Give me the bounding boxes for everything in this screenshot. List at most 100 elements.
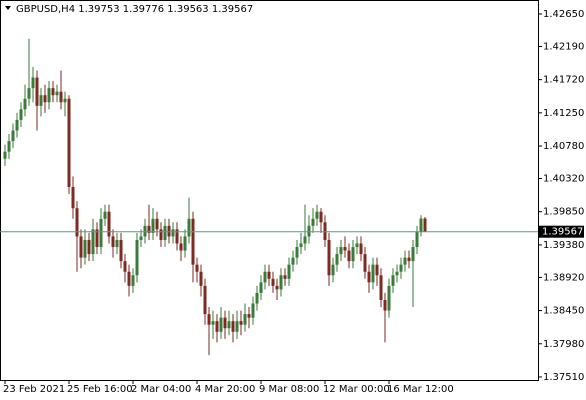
candle-body <box>239 321 243 325</box>
candle-body <box>27 88 31 99</box>
candle-body <box>407 257 411 262</box>
candle-body <box>23 98 27 110</box>
candle-body <box>423 218 427 232</box>
candle-body <box>191 218 195 265</box>
y-tick-label: 1.42190 <box>543 41 584 52</box>
candle-body <box>119 239 123 262</box>
candle-body <box>143 225 147 237</box>
candle-body <box>195 264 199 272</box>
candle-body <box>39 95 43 106</box>
x-tick-label: 12 Mar 00:00 <box>323 384 390 395</box>
candle-body <box>299 243 303 248</box>
x-tick-label: 9 Mar 08:00 <box>259 384 319 395</box>
candle-body <box>275 285 279 290</box>
candle-body <box>391 275 395 286</box>
candle-body <box>139 236 143 240</box>
candle-body <box>107 211 111 237</box>
candle-body <box>127 271 131 286</box>
y-tick-label: 1.41250 <box>543 108 584 119</box>
x-tick-label: 25 Feb 16:00 <box>67 384 133 395</box>
candle-body <box>287 264 291 279</box>
candle-body <box>339 247 343 255</box>
candle-body <box>135 239 139 276</box>
y-tick-label: 1.40780 <box>543 141 584 152</box>
current-price-box <box>539 225 584 238</box>
plot-frame <box>0 0 539 381</box>
chart-title: GBPUSD,H4 1.39753 1.39776 1.39563 1.3956… <box>16 4 253 15</box>
y-tick-label: 1.39850 <box>543 207 584 218</box>
candle-body <box>355 243 359 248</box>
candle-body <box>235 321 239 332</box>
candle-body <box>59 91 63 103</box>
candle-body <box>155 218 159 230</box>
candle-body <box>15 119 19 131</box>
candle-body <box>91 229 95 255</box>
candle-body <box>31 77 35 89</box>
candle-body <box>227 321 231 329</box>
x-tick-label: 4 Mar 20:00 <box>195 384 255 395</box>
candle-body <box>67 98 71 187</box>
y-tick-label: 1.37510 <box>543 372 584 383</box>
candle-body <box>323 222 327 240</box>
candle-body <box>99 218 103 248</box>
candle-body <box>95 229 99 248</box>
candle-body <box>367 271 371 283</box>
candle-body <box>71 186 75 209</box>
candle-body <box>83 239 87 258</box>
candle-body <box>211 321 215 325</box>
candle-body <box>295 247 299 258</box>
candle-body <box>207 314 211 325</box>
candle-body <box>307 225 311 237</box>
y-tick-label: 1.38450 <box>543 306 584 317</box>
candle-body <box>279 275 283 290</box>
candle-body <box>219 317 223 332</box>
candle-body <box>399 264 403 272</box>
y-tick-label: 1.37980 <box>543 339 584 350</box>
candle-body <box>387 285 391 311</box>
candle-body <box>419 218 423 232</box>
candle-body <box>115 239 119 248</box>
candle-body <box>315 211 319 219</box>
x-tick-label: 16 Mar 12:00 <box>387 384 454 395</box>
candle-body <box>231 321 235 332</box>
candle-body <box>167 225 171 237</box>
candle-body <box>11 130 15 142</box>
candle-body <box>171 229 175 237</box>
candle-body <box>223 317 227 329</box>
current-price-label: 1.39567 <box>542 227 583 238</box>
menu-arrow[interactable] <box>5 6 11 10</box>
candle-body <box>183 236 187 251</box>
candle-body <box>51 88 55 96</box>
candle-body <box>379 275 383 300</box>
y-tick-label: 1.39380 <box>543 240 584 251</box>
candle-body <box>243 314 247 325</box>
candle-body <box>411 247 415 262</box>
candle-body <box>267 271 271 279</box>
candle-body <box>63 98 67 103</box>
candle-body <box>395 271 399 276</box>
candle-body <box>103 211 107 219</box>
candle-body <box>371 264 375 283</box>
candle-body <box>111 236 115 248</box>
candle-body <box>19 109 23 120</box>
candle-body <box>199 271 203 286</box>
candle-body <box>87 239 91 255</box>
candle-body <box>283 275 287 279</box>
candle-body <box>311 218 315 226</box>
candle-body <box>123 261 127 272</box>
candle-body <box>175 229 179 244</box>
candle-body <box>159 229 163 240</box>
candle-body <box>259 282 263 293</box>
candle-body <box>163 225 167 240</box>
candle-body <box>47 88 51 103</box>
candle-body <box>187 218 191 237</box>
y-tick-label: 1.38920 <box>543 272 584 283</box>
candle-body <box>43 95 47 103</box>
candle-body <box>79 236 83 258</box>
candle-body <box>303 236 307 244</box>
candle-body <box>251 303 255 318</box>
candle-body <box>203 285 207 315</box>
candle-body <box>359 243 363 255</box>
candle-body <box>343 247 347 251</box>
